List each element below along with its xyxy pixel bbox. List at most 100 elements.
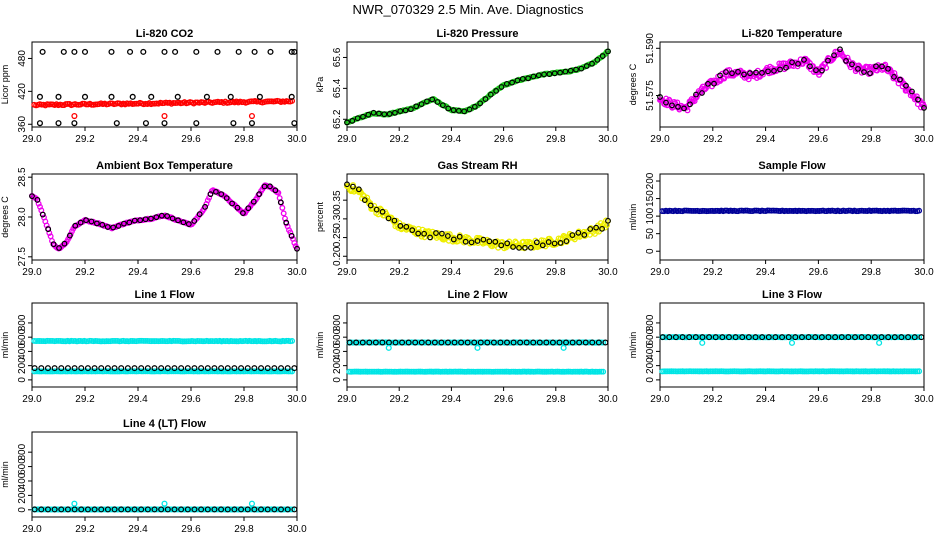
data-point [706, 334, 713, 341]
data-point [193, 48, 200, 55]
data-point [261, 183, 268, 190]
data-point [551, 70, 558, 77]
x-tick-label: 29.4 [128, 134, 148, 145]
y-tick-label: 0.30 [332, 209, 343, 229]
y-axis-label: ml/min [315, 332, 325, 359]
data-point [158, 506, 165, 513]
series-group [31, 500, 298, 513]
data-point [379, 208, 386, 215]
data-point [891, 334, 898, 341]
x-tick-label: 30.0 [287, 267, 307, 278]
plot-frame [346, 302, 609, 388]
data-point [98, 365, 105, 372]
data-point [72, 222, 79, 229]
data-point [525, 75, 532, 82]
data-point [916, 368, 923, 375]
panel: Line 4 (LT) Flow 29.0 29.2 29.4 29.6 29.8 30.0… [0, 418, 307, 535]
data-point [517, 339, 524, 346]
data-point [885, 334, 892, 341]
data-point [911, 334, 918, 341]
data-point [409, 227, 416, 234]
data-point [150, 368, 156, 375]
data-point [879, 63, 885, 70]
y-tick-label: 28.0 [17, 207, 28, 227]
data-point [138, 365, 145, 372]
data-point [849, 61, 855, 68]
x-tick-label: 29.2 [703, 394, 723, 405]
data-point [681, 105, 687, 112]
data-point [699, 339, 706, 346]
data-point [35, 338, 41, 344]
data-point [891, 73, 897, 80]
data-point [144, 365, 151, 372]
series-group [29, 182, 300, 252]
data-point [480, 236, 487, 243]
data-point [172, 368, 179, 375]
data-point [837, 46, 843, 53]
data-point [131, 506, 138, 513]
y-axis-label: ml/min [628, 204, 638, 231]
data-point [148, 215, 154, 222]
x-tick-label: 29.4 [128, 267, 148, 278]
data-point [576, 339, 583, 346]
data-point [204, 365, 211, 372]
plot-frame [31, 302, 298, 388]
data-point [218, 365, 225, 372]
x-tick-label: 29.6 [494, 394, 514, 405]
data-point [915, 96, 921, 103]
data-point [539, 242, 546, 249]
data-point [184, 365, 191, 372]
data-point [818, 334, 825, 341]
y-tick-label: 800 [645, 314, 656, 331]
data-point [248, 500, 256, 507]
data-point [427, 234, 433, 241]
data-point [111, 368, 117, 375]
data-point [198, 506, 205, 513]
data-point [291, 239, 298, 246]
data-point [272, 187, 279, 194]
x-tick-label: 29.4 [756, 394, 776, 405]
data-point [732, 334, 739, 341]
data-point [44, 506, 51, 513]
panel: Li-820 Temperature 29.0 29.2 29.4 29.6 29.8 30… [628, 28, 934, 145]
data-point [657, 94, 663, 100]
data-point [47, 337, 54, 344]
y-axis-label: ml/min [0, 461, 10, 488]
data-point [385, 215, 392, 222]
data-point [567, 67, 574, 74]
data-point [801, 56, 807, 63]
data-point [405, 339, 412, 346]
data-point [111, 337, 117, 344]
y-axis-label: ml/min [628, 332, 638, 359]
y-tick-label: 360 [17, 115, 28, 132]
data-point [118, 506, 125, 513]
data-point [669, 102, 675, 109]
data-point [104, 365, 111, 372]
data-point [397, 223, 404, 229]
data-point [563, 238, 570, 245]
data-point [477, 339, 484, 346]
data-point [55, 93, 62, 100]
data-point [124, 365, 131, 372]
data-point [283, 219, 290, 226]
data-point [599, 53, 606, 59]
data-point [605, 48, 611, 55]
data-point [699, 90, 705, 96]
y-tick-label: 480 [17, 50, 28, 67]
data-point [172, 48, 179, 55]
data-point [71, 500, 78, 507]
data-point [104, 506, 111, 513]
data-point [266, 98, 273, 105]
data-point [104, 224, 111, 230]
data-point [129, 93, 136, 100]
data-point [530, 73, 537, 80]
data-point [142, 216, 149, 223]
x-tick-label: 29.0 [22, 524, 42, 535]
data-point [66, 232, 73, 239]
data-point [464, 339, 471, 346]
y-tick-label: 600 [17, 328, 28, 345]
data-point [562, 68, 569, 75]
data-point [771, 67, 777, 74]
data-point [161, 120, 168, 127]
